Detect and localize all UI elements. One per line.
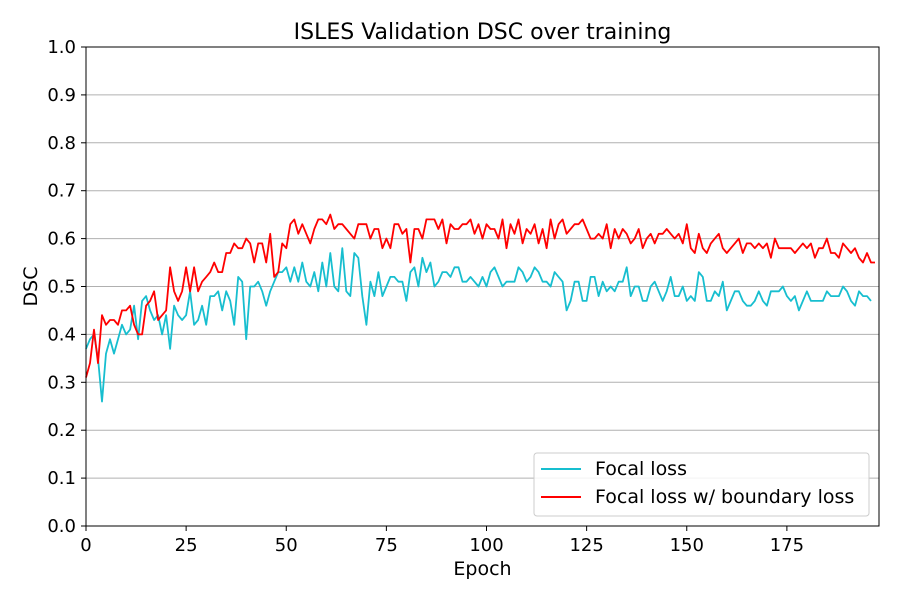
legend: Focal loss Focal loss w/ boundary loss: [533, 452, 870, 517]
legend-item: Focal loss w/ boundary loss: [541, 486, 854, 508]
y-tick-label: 0.7: [47, 181, 76, 202]
legend-label: Focal loss: [595, 458, 687, 480]
y-axis: 0.0 0.1 0.2 0.3 0.4 0.5 0.6 0.7 0.8 0.9 1.0: [47, 37, 86, 537]
legend-box: [533, 452, 870, 517]
x-axis-title: Epoch: [453, 558, 511, 580]
legend-label: Focal loss w/ boundary loss: [595, 486, 854, 508]
x-axis: 0 25 50 75 100 125 150 175: [80, 526, 804, 556]
y-tick-label: 0.3: [47, 372, 76, 393]
x-tick-label: 0: [80, 535, 91, 556]
y-tick-label: 0.2: [47, 420, 76, 441]
legend-item: Focal loss: [541, 458, 687, 480]
y-tick-label: 0.4: [47, 324, 76, 345]
y-tick-label: 0.5: [47, 277, 76, 298]
y-axis-title: DSC: [20, 267, 42, 307]
chart-title: ISLES Validation DSC over training: [294, 20, 672, 45]
y-tick-label: 0.1: [47, 468, 76, 489]
y-tick-label: 0.6: [47, 229, 76, 250]
series-line-focal-loss: [85, 247, 872, 403]
y-tick-label: 0.9: [47, 85, 76, 106]
y-tick-label: 0.0: [47, 516, 76, 537]
series-lines: [85, 213, 875, 403]
x-tick-label: 150: [670, 535, 704, 556]
series-line-focal-boundary-loss: [85, 213, 875, 378]
x-tick-label: 50: [275, 535, 298, 556]
x-tick-label: 100: [469, 535, 503, 556]
x-tick-label: 25: [175, 535, 198, 556]
y-tick-label: 0.8: [47, 133, 76, 154]
x-tick-label: 125: [569, 535, 603, 556]
x-tick-label: 75: [375, 535, 398, 556]
y-tick-label: 1.0: [47, 37, 76, 58]
x-tick-label: 175: [770, 535, 804, 556]
